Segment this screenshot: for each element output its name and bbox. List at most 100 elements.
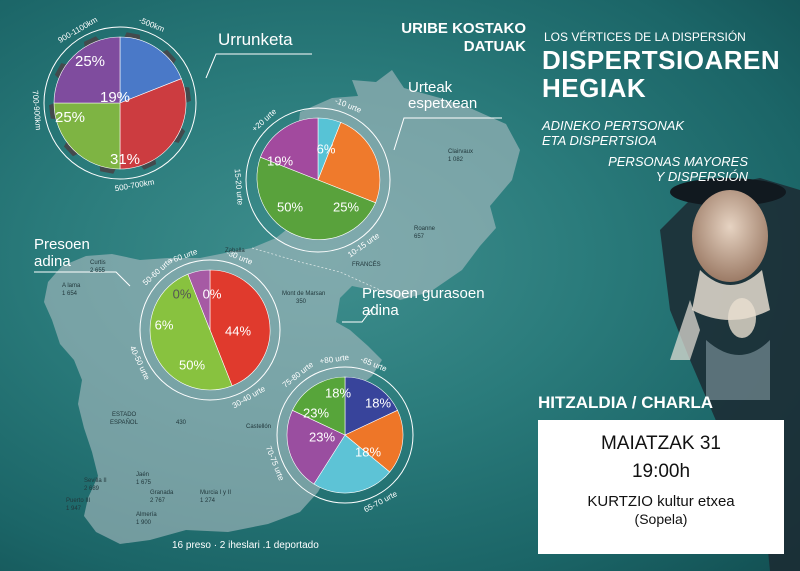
pie-value-label: 18% (325, 385, 351, 400)
map-label-frances: FRANCÉS (352, 262, 381, 268)
source-line-1: URIBE KOSTAKO (401, 20, 526, 37)
es-line-2: Y DISPERSIÓN (655, 169, 748, 184)
pie-value-label: 31% (110, 151, 140, 168)
map-label-sevilla-n: 2 689 (84, 486, 100, 492)
event-venue: KURTZIO kultur etxea (587, 493, 735, 510)
map-label-granada-n: 2 767 (150, 498, 166, 504)
map-label-almeria-n: 1 900 (136, 520, 152, 526)
map-label-granada: Granada (150, 490, 174, 496)
source-line-2: DATUAK (463, 38, 526, 55)
map-label-jaen: Jaén (136, 472, 150, 478)
label-connectors (34, 53, 502, 323)
eu-line-1: ADINEKO PERTSONAK (542, 118, 685, 133)
pie-value-label: 19% (267, 153, 293, 168)
gear-charts: 19%31%25%25%-500km500-700km700-900km900-… (30, 15, 414, 514)
pie-category-label: 15-20 urte (233, 168, 245, 206)
pie-category-label: +80 urte (319, 353, 350, 366)
event-type-label: HITZALDIA / CHARLA (538, 393, 714, 412)
pie-slice (256, 156, 377, 240)
pie-value-label: 50% (179, 357, 205, 372)
gear-ring (139, 259, 281, 401)
pie-slice (292, 376, 346, 436)
map-label-puerto-n: 1 947 (66, 506, 82, 512)
pie-slice (187, 269, 211, 331)
map-label-almeria: Almería (136, 512, 157, 518)
gear-ring (276, 366, 414, 504)
map-label-jaen-n: 1 675 (136, 480, 152, 486)
map-label-puerto: Puerto III (66, 498, 91, 504)
gear-ring (245, 107, 391, 253)
pie-value-label: 6% (155, 317, 174, 332)
eu-line-2: ETA DISPERTSIOA (542, 133, 657, 148)
pie-value-label: 50% (277, 199, 303, 214)
pie-slice (317, 122, 381, 204)
pie-slice (209, 269, 271, 387)
subtitle-es: LOS VÉRTICES DE LA DISPERSIÓN (544, 30, 746, 44)
map-label-estado: ESTADO (112, 412, 137, 418)
map-label-alama-n: 1 654 (62, 291, 78, 297)
map-label-roanne: Roanne (414, 226, 436, 232)
footer-note: 16 preso · 2 iheslari .1 deportado (172, 540, 319, 551)
elderly-man-figure (660, 178, 800, 571)
pie-slice (149, 273, 233, 391)
map-label-mont-marsan-n: 350 (296, 299, 307, 305)
chart-title-presoen-adina: Presoen adina (34, 236, 90, 270)
event-time: 19:00h (631, 461, 691, 482)
map-silhouette (44, 70, 520, 544)
pie-slice (53, 102, 121, 170)
map-label-murcia-n: 1 274 (200, 498, 216, 504)
border-line (251, 247, 381, 291)
pie-value-label: 6% (317, 141, 336, 156)
pie-category-label: 500-700km (114, 177, 155, 193)
gear-chart-1: 19%31%25%25%-500km500-700km700-900km900-… (30, 15, 197, 193)
pie-category-label: -500km (138, 16, 166, 34)
pie-value-label: 25% (55, 109, 85, 126)
pie-value-label: 23% (303, 405, 329, 420)
chart-title-urrunketa: Urrunketa (218, 30, 293, 49)
pie-slice (344, 376, 398, 436)
map-label-n430: 430 (176, 420, 187, 426)
event-town: (Sopela) (634, 511, 688, 527)
gear-ring (43, 26, 197, 180)
map-label-alama: A lama (62, 283, 81, 289)
map-label-espanol: ESPAÑOL (110, 420, 138, 426)
pie-value-label: 0% (173, 286, 192, 301)
chart-title-gurasoen: Presoen gurasoen adina (362, 285, 485, 319)
map-label-castellon: Castellón (246, 424, 272, 430)
pie-slice (344, 409, 404, 473)
map-label-mont-marsan: Mont de Marsan (282, 291, 326, 297)
pie-slice (260, 117, 319, 181)
pie-value-label: 25% (75, 53, 105, 70)
pie-value-label: 0% (203, 286, 222, 301)
pie-value-label: 18% (365, 395, 391, 410)
map-label-zaballa: Zaballa (225, 248, 245, 254)
title-line-1: DISPERTSIOAREN (542, 45, 781, 75)
pie-category-label: +20 urte (250, 107, 278, 134)
title-line-2: HEGIAK (542, 73, 647, 103)
pie-slice (286, 409, 346, 485)
map-label-clairvaux: Clairvaux (448, 149, 474, 155)
map-label-sevilla: Sevilla II (84, 478, 107, 484)
map-label-murcia: Murcia I y II (200, 490, 232, 496)
pie-value-label: 44% (225, 323, 251, 338)
pie-slice (119, 36, 182, 104)
pie-value-label: 19% (100, 89, 130, 106)
map-label-clairvaux-n: 1 082 (448, 157, 464, 163)
pie-slice (53, 36, 121, 104)
pie-value-label: 25% (333, 199, 359, 214)
event-date: MAIATZAK 31 (600, 433, 721, 454)
chart-title-urteak: Urteak espetxean (408, 79, 478, 112)
pie-category-label: 700-900km (30, 90, 42, 131)
pie-slice (119, 78, 187, 170)
map-label-roanne-n: 657 (414, 234, 425, 240)
es-line-1: PERSONAS MAYORES (608, 154, 748, 169)
pie-value-label: 18% (355, 444, 381, 459)
event-info-box: MAIATZAK 31 19:00h KURTZIO kultur etxea … (538, 420, 784, 554)
map-label-curtis-n: 2 655 (90, 268, 106, 274)
pie-value-label: 23% (309, 429, 335, 444)
pie-slice (313, 434, 391, 494)
